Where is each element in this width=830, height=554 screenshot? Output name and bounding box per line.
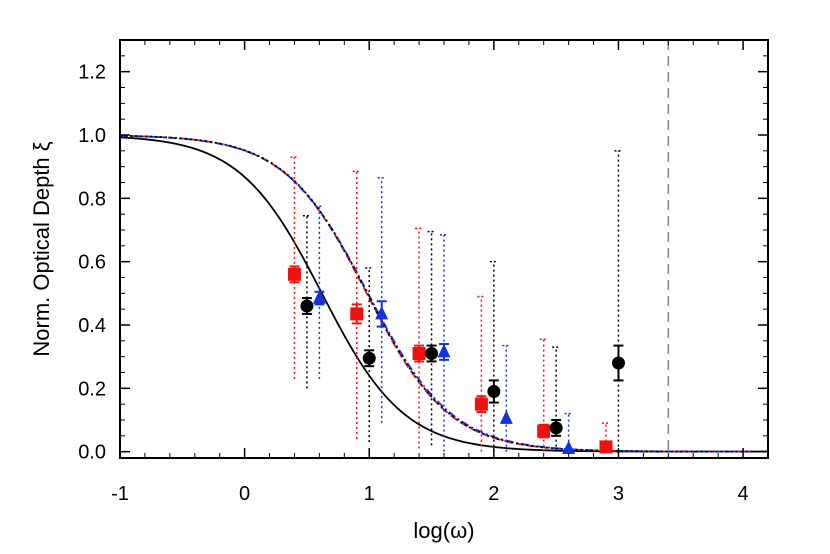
square-marker (412, 347, 426, 360)
model-curve-dashed (119, 134, 768, 453)
data-markers (287, 267, 625, 454)
square-marker (599, 440, 613, 454)
triangle-marker (437, 343, 451, 358)
x-tick-label: 4 (738, 483, 749, 505)
circle-marker (611, 356, 625, 370)
square-marker (474, 397, 488, 411)
x-tick-label: 1 (364, 483, 375, 505)
model-curve-dashdot (119, 134, 768, 453)
y-axis-label: Norm. Optical Depth ξ (29, 141, 54, 356)
x-tick-label: 0 (239, 483, 250, 505)
model-curve-solid (119, 136, 768, 453)
triangle-marker (499, 410, 513, 424)
square-marker (287, 267, 301, 281)
circle-marker (549, 421, 563, 435)
triangle-marker (562, 440, 576, 454)
y-tick-label: 1.2 (78, 62, 106, 84)
y-tick-labels: 0.0 0.2 0.4 0.6 0.8 1.0 1.2 (78, 62, 106, 464)
y-tick-label: 1.0 (78, 125, 106, 147)
y-tick-label: 0.2 (78, 378, 106, 400)
error-bars (289, 150, 624, 452)
triangle-marker (312, 290, 326, 304)
y-tick-label: 0.0 (78, 442, 106, 464)
x-tick-label: 3 (613, 483, 624, 505)
triangle-marker (375, 305, 389, 320)
square-marker (350, 307, 364, 321)
x-axis-label: log(ω) (413, 518, 474, 543)
x-tick-label: -1 (111, 483, 129, 505)
circle-marker (362, 351, 376, 365)
circle-marker (425, 347, 439, 360)
x-tick-labels: -1 0 1 2 3 4 (111, 483, 749, 505)
y-tick-label: 0.4 (78, 315, 106, 337)
axis-ticks (119, 40, 769, 458)
model-curve-dotted (119, 134, 768, 453)
y-tick-label: 0.8 (78, 188, 106, 210)
x-tick-label: 2 (488, 483, 499, 505)
circle-marker (487, 385, 501, 398)
model-curves (119, 134, 768, 453)
square-marker (537, 424, 551, 438)
circle-marker (300, 299, 314, 313)
y-tick-label: 0.6 (78, 252, 106, 274)
